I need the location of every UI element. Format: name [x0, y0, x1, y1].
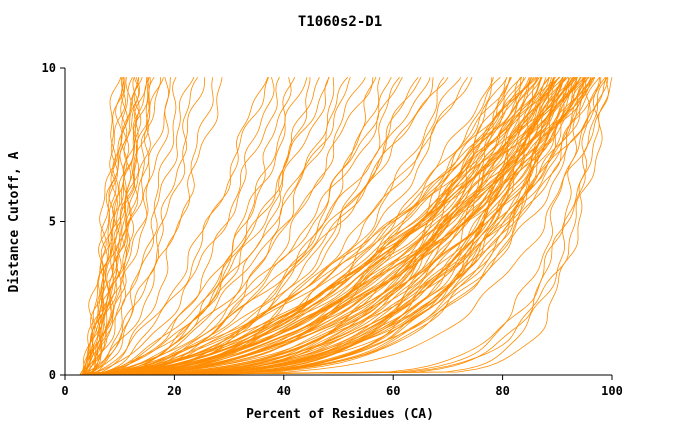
model-curve: [80, 76, 585, 376]
model-curve: [88, 77, 150, 376]
model-curve: [87, 77, 171, 376]
model-curve: [89, 77, 366, 376]
x-tick-label: 100: [601, 384, 623, 398]
model-curve: [83, 77, 581, 376]
chart-title: T1060s2-D1: [298, 14, 382, 30]
model-curve: [85, 77, 311, 376]
y-axis-label: Distance Cutoff, A: [7, 151, 22, 292]
model-curve: [84, 77, 161, 376]
model-curve: [81, 77, 534, 376]
model-curve: [84, 77, 543, 376]
model-curve: [85, 77, 556, 376]
model-curve: [81, 76, 561, 376]
model-curve: [81, 77, 374, 376]
model-curve: [95, 77, 591, 376]
model-curve: [81, 77, 150, 376]
model-curve: [87, 77, 351, 376]
model-curve: [81, 77, 494, 376]
model-curve: [86, 77, 473, 376]
model-curve: [85, 77, 214, 376]
model-curve: [82, 76, 533, 376]
x-tick-label: 40: [277, 384, 291, 398]
model-curve: [83, 77, 594, 376]
model-curve: [80, 76, 582, 376]
model-curve: [87, 77, 592, 376]
model-curve: [80, 77, 511, 376]
model-curve: [89, 77, 330, 376]
model-curve: [88, 77, 434, 376]
model-curve: [84, 77, 556, 376]
model-curve: [81, 77, 564, 376]
model-curve: [80, 77, 329, 376]
model-curve: [86, 76, 578, 376]
model-curve: [84, 77, 275, 376]
model-curve: [92, 77, 602, 376]
model-curve: [82, 76, 577, 376]
model-curve: [87, 77, 601, 376]
model-curve: [81, 77, 170, 376]
x-tick-label: 60: [386, 384, 400, 398]
curve-lines: [79, 76, 613, 376]
model-curve: [86, 77, 195, 376]
model-curve: [85, 77, 164, 376]
model-curve: [83, 76, 449, 376]
model-curve: [81, 77, 124, 376]
model-curve: [86, 76, 560, 376]
model-curve: [80, 76, 564, 376]
model-curve: [82, 77, 205, 376]
model-curve: [87, 77, 392, 376]
model-curve: [81, 77, 377, 376]
x-tick-label: 80: [495, 384, 509, 398]
model-curve: [86, 77, 292, 376]
model-curve: [85, 77, 431, 376]
model-curve: [80, 77, 403, 376]
model-curve: [86, 77, 555, 376]
model-curve: [82, 77, 269, 376]
model-curve: [81, 77, 268, 376]
model-curve: [97, 77, 613, 376]
model-curve: [81, 77, 122, 376]
model-curve: [84, 76, 606, 376]
model-curve: [80, 76, 199, 376]
model-curve: [83, 77, 126, 376]
model-curve: [84, 76, 540, 376]
x-tick-label: 0: [61, 384, 68, 398]
x-tick-label: 20: [167, 384, 181, 398]
axes: 0 20 40 60 80 100 0 5 10: [42, 61, 623, 398]
model-curve: [84, 77, 140, 376]
model-curve: [80, 77, 555, 376]
model-curve: [85, 76, 594, 376]
model-curve: [82, 76, 567, 376]
model-curve: [85, 77, 609, 376]
model-curve: [86, 76, 575, 376]
model-curve: [89, 77, 609, 376]
model-curve: [87, 77, 542, 376]
model-curve: [84, 76, 462, 376]
model-curve: [81, 77, 585, 376]
model-curve: [85, 76, 567, 376]
model-curve: [80, 76, 595, 376]
model-curve: [83, 77, 223, 376]
model-curve: [87, 77, 512, 376]
model-curve: [82, 76, 609, 376]
model-curve: [83, 76, 590, 376]
model-curve: [84, 77, 422, 376]
model-curve: [83, 77, 177, 376]
model-curve: [85, 77, 308, 376]
model-curve: [82, 77, 141, 376]
y-tick-label: 0: [49, 368, 56, 382]
model-curve: [80, 76, 539, 376]
y-tick-label: 5: [49, 215, 56, 229]
model-curve: [86, 77, 607, 376]
model-curve: [85, 77, 147, 376]
model-curve: [86, 76, 587, 376]
model-curve: [86, 77, 280, 376]
y-tick-label: 10: [42, 61, 56, 75]
model-curve: [87, 76, 600, 376]
x-axis-label: Percent of Residues (CA): [246, 407, 434, 422]
model-curve: [86, 76, 348, 376]
